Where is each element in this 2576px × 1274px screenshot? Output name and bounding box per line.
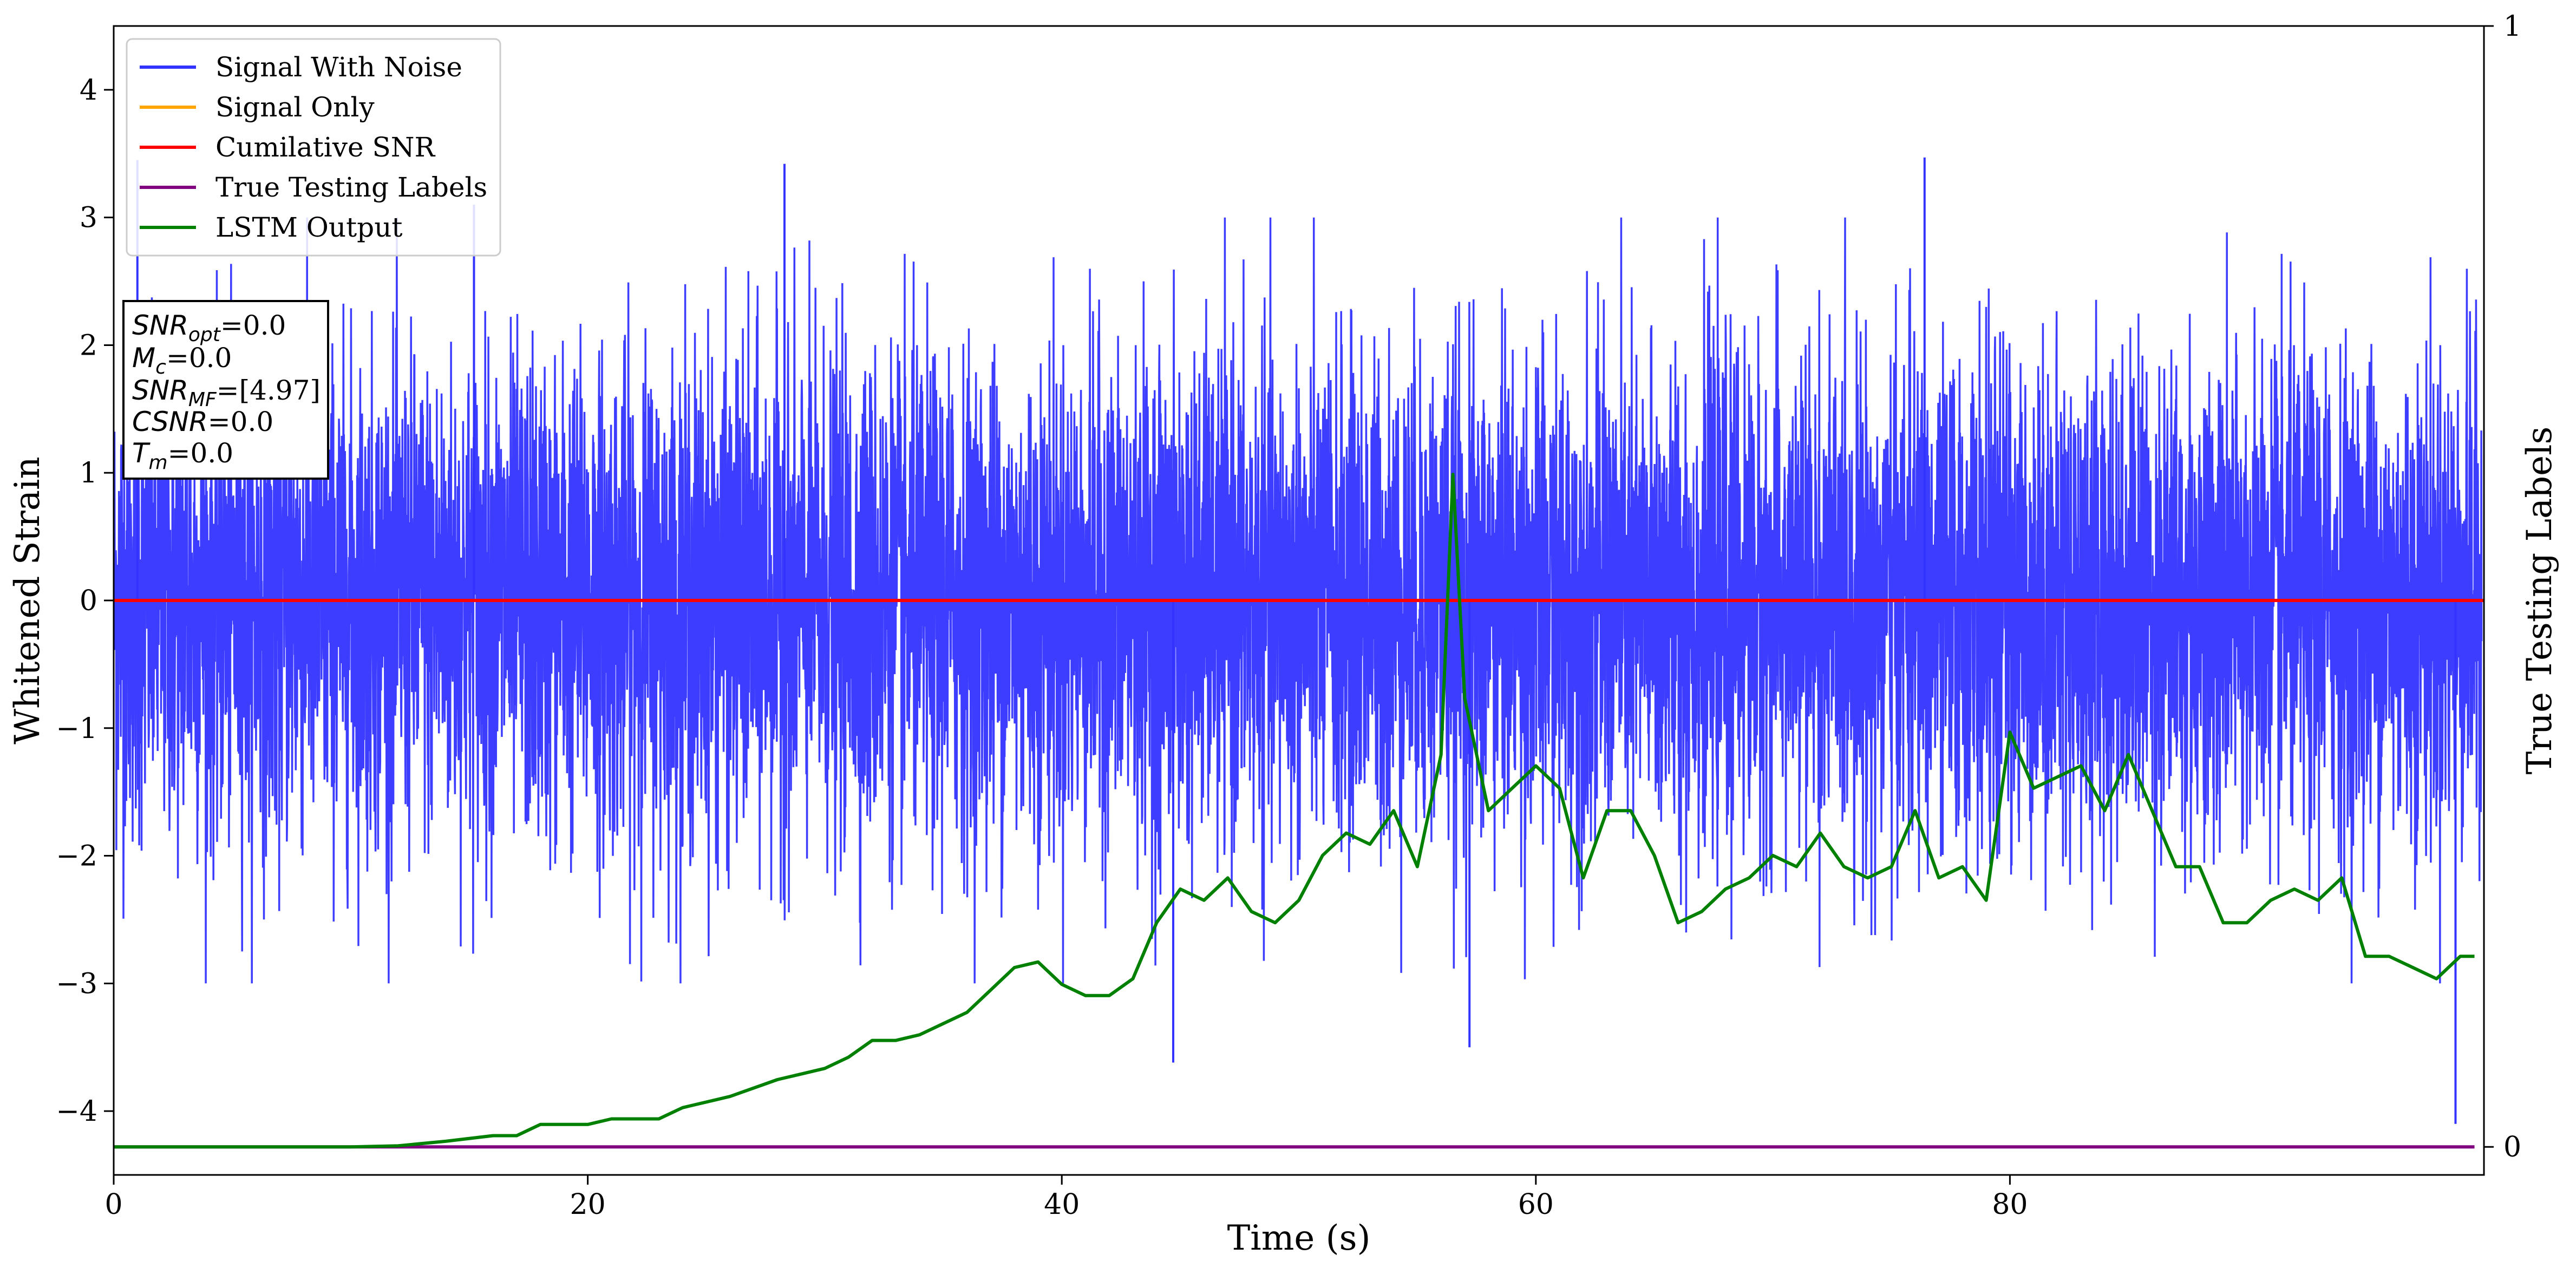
legend: Signal With Noise Signal Only Cumilative S… [126, 38, 501, 257]
x-axis-title: Time (s) [1227, 1218, 1371, 1258]
mc-subscript: c [155, 356, 166, 378]
legend-label-cumilative-snr: Cumilative SNR [215, 132, 435, 163]
annotation-snr-mf: SNRMF=[4.97] [132, 375, 321, 411]
plot-area [114, 157, 2484, 1149]
series-signal-with-noise [114, 217, 2483, 984]
legend-label-lstm-output: LSTM Output [215, 212, 402, 243]
annotation-tm: Tm=0.0 [132, 437, 233, 474]
csnr-symbol: CSNR [132, 406, 208, 437]
annotation-csnr: CSNR=0.0 [132, 406, 273, 437]
snr-opt-subscript: opt [188, 324, 221, 346]
y-tick-label-2: 2 [80, 329, 97, 362]
mc-symbol: M [132, 342, 155, 374]
x-tick-label-60: 60 [1518, 1188, 1554, 1221]
y2-tick-label-0: 0 [2503, 1131, 2521, 1164]
series-lstm-output [114, 473, 2475, 1149]
y2-tick-label-1: 1 [2503, 10, 2521, 43]
tm-subscript: m [149, 452, 168, 474]
x-tick-label-20: 20 [570, 1188, 606, 1221]
legend-box [126, 38, 501, 257]
snr-mf-value: =[4.97] [217, 375, 321, 406]
y-tick-label-4: 4 [80, 74, 97, 107]
metrics-annotation: SNRopt=0.0 Mc=0.0 SNRMF=[4.97] CSNR=0.0 … [122, 300, 329, 480]
y-tick-label-1: 1 [80, 457, 97, 489]
y-tick-label-0: 0 [80, 585, 97, 617]
y-tick-label--3: −3 [56, 968, 97, 1000]
tm-value: =0.0 [168, 437, 233, 469]
legend-label-true-testing-labels: True Testing Labels [215, 172, 487, 203]
legend-label-signal-only: Signal Only [215, 92, 375, 123]
tm-symbol: T [132, 437, 151, 469]
snr-opt-symbol: SNR [132, 310, 188, 341]
csnr-value: =0.0 [208, 406, 273, 437]
y-tick-label--2: −2 [56, 840, 97, 873]
snr-opt-value: =0.0 [220, 310, 286, 341]
snr-mf-symbol: SNR [132, 375, 188, 406]
y2-axis-title: True Testing Labels [2520, 427, 2560, 775]
annotation-mc: Mc=0.0 [132, 342, 232, 378]
y-tick-label--1: −1 [56, 713, 97, 745]
annotation-snr-opt: SNRopt=0.0 [132, 310, 286, 346]
mc-value: =0.0 [166, 342, 232, 374]
annotation-box [122, 300, 329, 480]
x-tick-label-0: 0 [104, 1188, 122, 1221]
y-axis-title: Whitened Strain [8, 456, 48, 744]
snr-mf-subscript: MF [188, 389, 217, 411]
legend-label-signal-with-noise: Signal With Noise [215, 51, 462, 83]
y-tick-label--4: −4 [56, 1095, 97, 1128]
x-tick-label-40: 40 [1044, 1188, 1080, 1221]
y-tick-label-3: 3 [80, 202, 97, 234]
x-tick-label-80: 80 [1992, 1188, 2028, 1221]
